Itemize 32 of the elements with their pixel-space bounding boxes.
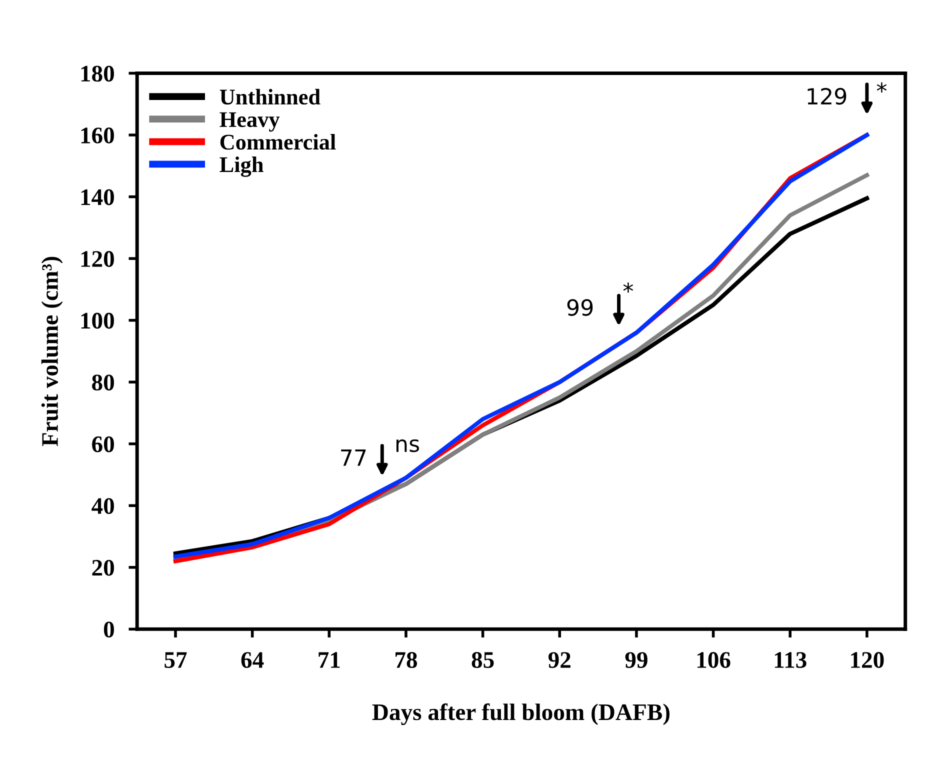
y-tick-label: 120 xyxy=(81,251,114,267)
y-tick-label: 40 xyxy=(92,498,114,514)
x-tick-label: 113 xyxy=(774,652,806,668)
annotation: 77 xyxy=(341,450,366,466)
y-tick-label: 160 xyxy=(81,128,114,144)
x-tick-label: 99 xyxy=(625,652,648,668)
annotation: 99 xyxy=(567,299,593,316)
x-tick-label: 64 xyxy=(241,652,264,668)
x-tick-label: 85 xyxy=(472,652,494,668)
y-tick-label: 180 xyxy=(81,66,114,82)
annotation: * xyxy=(876,82,887,92)
legend-label: Heavy xyxy=(220,112,280,132)
annotation: 129 xyxy=(808,88,846,105)
y-tick-label: 140 xyxy=(81,189,114,206)
y-axis-title: Fruit volume (cm³) xyxy=(41,256,63,446)
x-tick-label: 120 xyxy=(851,652,884,668)
y-tick-label: 60 xyxy=(92,436,114,452)
x-tick-label: 57 xyxy=(164,652,187,668)
y-tick-label: 100 xyxy=(81,312,114,329)
annotation: * xyxy=(623,282,634,293)
legend-label: Unthinned xyxy=(220,88,320,105)
y-tick-label: 20 xyxy=(92,560,114,576)
x-tick-label: 71 xyxy=(318,652,340,668)
y-tick-label: 0 xyxy=(104,622,114,638)
y-tick-label: 80 xyxy=(92,374,114,390)
annotation: ns xyxy=(396,439,420,452)
x-tick-label: 92 xyxy=(548,652,570,668)
legend-label: Commercial xyxy=(220,134,336,150)
legend-label: Ligh xyxy=(220,156,264,177)
x-tick-label: 78 xyxy=(396,652,418,668)
x-axis-title: Days after full bloom (DAFB) xyxy=(372,703,670,726)
x-tick-label: 106 xyxy=(697,652,730,668)
